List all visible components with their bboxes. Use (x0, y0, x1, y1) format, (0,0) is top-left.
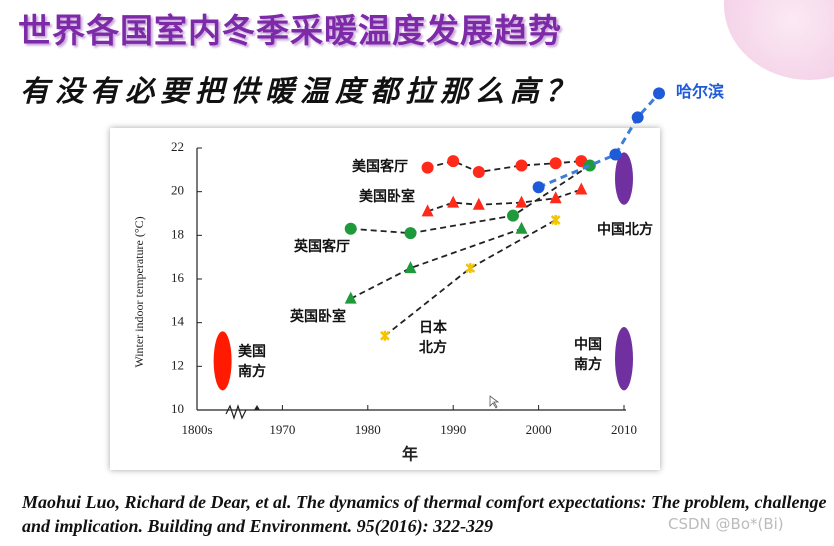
range-label: 美国南方 (238, 344, 266, 380)
data-point (472, 197, 485, 210)
data-point (631, 111, 644, 124)
y-tick-label: 12 (171, 357, 184, 372)
data-point (532, 181, 545, 194)
series-line (350, 227, 522, 300)
data-point (344, 291, 357, 304)
x-tick-label: 1800s (181, 422, 212, 437)
citation: Maohui Luo, Richard de Dear, et al. The … (22, 492, 827, 536)
x-tick-label: 2010 (611, 422, 637, 437)
range-ellipse (615, 327, 633, 391)
y-tick-label: 10 (171, 401, 184, 416)
x-tick-label: 1970 (269, 422, 295, 437)
y-tick-label: 20 (171, 183, 184, 198)
data-point (515, 221, 528, 234)
data-point (404, 261, 417, 274)
data-point (549, 191, 562, 204)
data-point (506, 209, 519, 222)
series-label: 日本北方 (419, 320, 447, 356)
series-label: 美国客厅 (352, 159, 408, 175)
data-point (515, 195, 528, 208)
y-tick-label: 16 (171, 270, 185, 285)
watermark: CSDN @Bo*(Bi) (668, 515, 784, 533)
x-tick-label: 2000 (526, 422, 552, 437)
data-point (465, 263, 476, 274)
data-point (472, 166, 485, 179)
data-point (515, 159, 528, 172)
data-point (609, 148, 622, 161)
data-point (404, 227, 417, 240)
data-point (575, 182, 588, 195)
y-axis-label: Winter indoor temperature (°C) (132, 216, 146, 367)
cursor (489, 395, 500, 409)
data-point (653, 87, 666, 100)
data-point (549, 157, 562, 170)
chart-frame (110, 128, 660, 470)
axis-break (225, 404, 247, 420)
y-tick-label: 22 (171, 139, 184, 154)
series-label: 哈尔滨 (675, 82, 725, 101)
axis-break-arrow (254, 405, 260, 410)
series-line (538, 92, 661, 189)
series-line (384, 219, 557, 337)
series-label: 英国客厅 (294, 239, 350, 255)
x-tick-label: 1990 (440, 422, 466, 437)
series-line (427, 188, 582, 213)
series-label: 英国卧室 (290, 309, 346, 325)
x-tick-label: 1980 (355, 422, 381, 437)
data-point (421, 204, 434, 217)
y-tick-label: 14 (171, 314, 185, 329)
range-label: 中国北方 (597, 222, 653, 238)
series-label: 美国卧室 (359, 189, 415, 205)
range-label: 中国南方 (574, 337, 602, 373)
range-ellipse (615, 152, 633, 205)
slide-title: 世界各国室内冬季采暖温度发展趋势 (18, 11, 562, 50)
data-point (344, 222, 357, 235)
data-point (379, 330, 390, 341)
data-point (583, 159, 596, 172)
data-point (421, 161, 434, 174)
slide-subtitle: 有没有必要把供暖温度都拉那么高？ (20, 74, 581, 108)
x-axis-label: 年 (402, 445, 418, 464)
data-point (447, 195, 460, 208)
series-line (350, 164, 591, 235)
data-point (447, 155, 460, 168)
range-ellipse (213, 331, 232, 391)
y-tick-label: 18 (171, 226, 184, 241)
data-point (550, 215, 561, 226)
